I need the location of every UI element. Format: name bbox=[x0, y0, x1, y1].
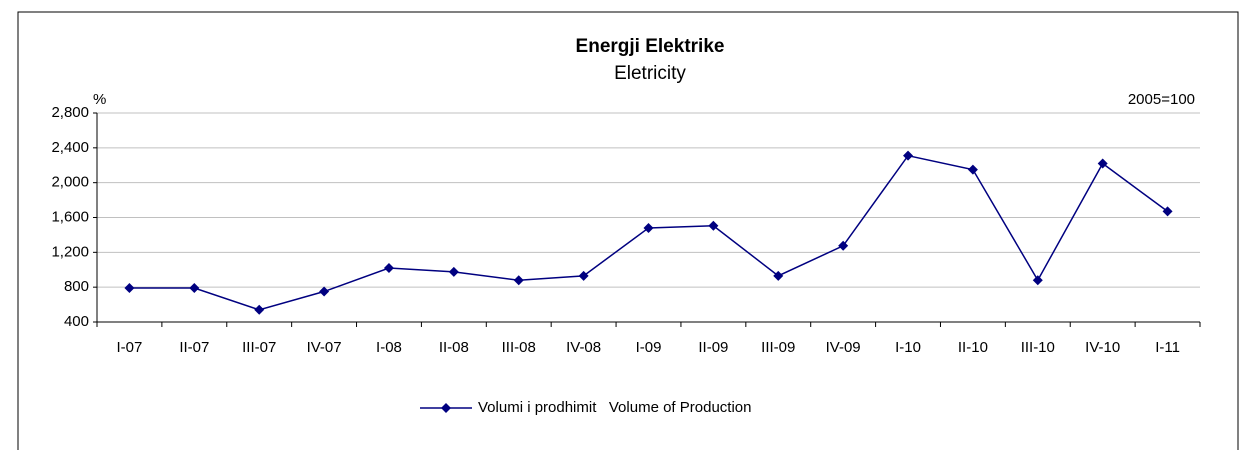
chart-title: Energji Elektrike bbox=[576, 36, 725, 57]
x-tick-label: IV-07 bbox=[307, 339, 342, 356]
x-tick-label: IV-08 bbox=[566, 339, 601, 356]
x-tick-label: I-11 bbox=[1155, 339, 1180, 356]
chart-subtitle: Eletricity bbox=[614, 63, 686, 84]
x-tick-label: II-07 bbox=[179, 339, 209, 356]
data-point bbox=[1162, 206, 1173, 217]
x-tick-label: II-10 bbox=[958, 339, 988, 356]
annotation: 2005=100 bbox=[1128, 91, 1195, 108]
data-point bbox=[1032, 275, 1043, 286]
x-tick-label: II-08 bbox=[439, 339, 469, 356]
y-axis-label: % bbox=[93, 91, 106, 108]
x-tick-label: III-07 bbox=[242, 339, 276, 356]
y-tick-label: 2,400 bbox=[51, 139, 89, 156]
y-tick-label: 800 bbox=[64, 278, 89, 295]
data-point bbox=[838, 240, 849, 251]
data-point bbox=[254, 304, 265, 315]
legend-label: Volumi i prodhimit Volume of Production bbox=[478, 399, 751, 416]
legend-marker bbox=[441, 403, 451, 413]
x-tick-label: I-08 bbox=[376, 339, 402, 356]
x-tick-label: IV-10 bbox=[1085, 339, 1120, 356]
data-point bbox=[578, 270, 589, 281]
data-point bbox=[124, 283, 135, 294]
y-tick-label: 2,800 bbox=[51, 104, 89, 121]
data-point bbox=[643, 222, 654, 233]
data-point bbox=[708, 220, 719, 231]
x-tick-label: I-07 bbox=[117, 339, 143, 356]
data-point bbox=[773, 270, 784, 281]
x-tick-label: III-08 bbox=[502, 339, 536, 356]
x-tick-label: III-10 bbox=[1021, 339, 1055, 356]
data-point bbox=[513, 275, 524, 286]
x-tick-label: I-09 bbox=[636, 339, 662, 356]
y-tick-label: 400 bbox=[64, 313, 89, 330]
x-tick-label: IV-09 bbox=[826, 339, 861, 356]
data-point bbox=[189, 283, 200, 294]
data-point bbox=[383, 263, 394, 274]
data-point bbox=[1097, 158, 1108, 169]
x-tick-label: III-09 bbox=[761, 339, 795, 356]
y-tick-label: 2,000 bbox=[51, 174, 89, 191]
x-tick-label: II-09 bbox=[698, 339, 728, 356]
x-tick-label: I-10 bbox=[895, 339, 921, 356]
data-point bbox=[903, 150, 914, 161]
y-tick-label: 1,200 bbox=[51, 243, 89, 260]
data-point bbox=[319, 286, 330, 297]
data-point bbox=[967, 164, 978, 175]
data-point bbox=[448, 266, 459, 277]
y-tick-label: 1,600 bbox=[51, 208, 89, 225]
chart-frame bbox=[17, 11, 1239, 455]
